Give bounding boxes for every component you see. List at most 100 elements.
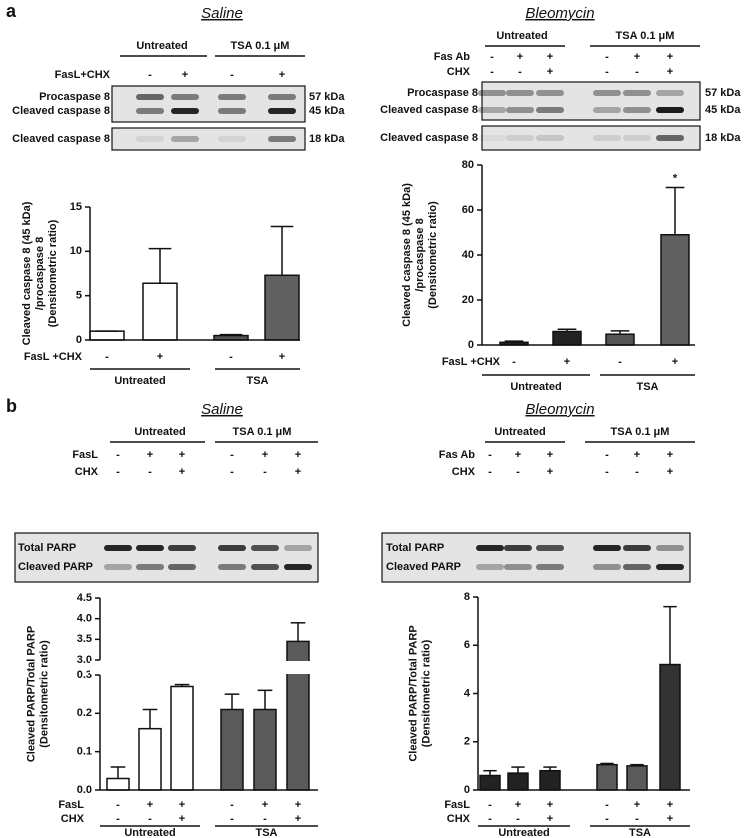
blot-band xyxy=(623,135,651,141)
treatment-sign: + xyxy=(179,449,185,461)
treatment-sign: + xyxy=(295,466,301,478)
blot-band xyxy=(656,564,684,570)
blot-band xyxy=(218,136,246,142)
group-label: TSA xyxy=(629,827,651,838)
group-header: TSA 0.1 μM xyxy=(611,426,670,438)
blot-label: Total PARP xyxy=(18,542,76,554)
treatment-sign: - xyxy=(490,66,494,78)
treatment-sign: - xyxy=(148,813,152,825)
blot-band xyxy=(284,545,312,551)
bar xyxy=(660,234,690,346)
blot xyxy=(111,127,306,151)
treatment-sign: - xyxy=(516,466,520,478)
blot-band xyxy=(536,107,564,113)
treatment-sign: + xyxy=(515,449,521,461)
treatment-sign: + xyxy=(182,69,188,81)
treatment-sign: - xyxy=(105,351,109,363)
treatment-sign: + xyxy=(667,449,673,461)
treatment-sign: - xyxy=(605,813,609,825)
treatment-sign: - xyxy=(605,799,609,811)
treatment-sign: + xyxy=(147,449,153,461)
treatment-sign: + xyxy=(547,51,553,63)
y-axis-label-line: Cleaved PARP/Total PARP xyxy=(407,625,419,761)
treatment-sign: + xyxy=(295,449,301,461)
blot xyxy=(14,532,319,583)
y-axis-label-line: /procaspase 8 xyxy=(34,237,46,310)
blot-band xyxy=(478,135,506,141)
y-tick-label: 0 xyxy=(76,334,82,346)
panel-label: a xyxy=(6,1,17,21)
y-tick-label: 20 xyxy=(462,294,474,306)
blot-band xyxy=(251,545,279,551)
y-tick-label: 3.0 xyxy=(77,654,92,666)
bar xyxy=(596,763,618,791)
treatment-sign: - xyxy=(116,449,120,461)
blot-label: Cleaved caspase 8 xyxy=(12,133,110,145)
y-axis-label: Cleaved caspase 8 (45 kDa)/procaspase 8(… xyxy=(401,183,439,327)
treatment-label: CHX xyxy=(61,813,85,825)
treatment-sign: + xyxy=(179,466,185,478)
blot-band xyxy=(218,545,246,551)
kda-label: 45 kDa xyxy=(705,104,741,116)
blot-label: Procaspase 8 xyxy=(39,91,110,103)
blot-band xyxy=(536,135,564,141)
blot-band xyxy=(656,90,684,96)
y-axis-label-line: Cleaved caspase 8 (45 kDa) xyxy=(401,183,413,327)
bar xyxy=(89,330,125,341)
treatment-sign: + xyxy=(157,351,163,363)
blot-band xyxy=(218,94,246,100)
treatment-label: FasL xyxy=(444,799,470,811)
blot-band xyxy=(593,135,621,141)
treatment-sign: - xyxy=(230,69,234,81)
treatment-sign: + xyxy=(547,813,553,825)
group-header: TSA 0.1 μM xyxy=(233,426,292,438)
y-tick-label: 80 xyxy=(462,159,474,171)
blot-band xyxy=(268,94,296,100)
blot-band xyxy=(506,107,534,113)
treatment-sign: - xyxy=(605,466,609,478)
y-tick-label: 0.3 xyxy=(77,669,92,681)
panel-label: b xyxy=(6,396,17,416)
treatment-sign: + xyxy=(547,799,553,811)
treatment-sign: - xyxy=(116,813,120,825)
y-tick-label: 60 xyxy=(462,204,474,216)
blot-band xyxy=(104,545,132,551)
treatment-sign: + xyxy=(179,799,185,811)
treatment-sign: - xyxy=(263,466,267,478)
treatment-sign: + xyxy=(667,813,673,825)
blot-band xyxy=(536,90,564,96)
blot-band xyxy=(171,94,199,100)
significance: * xyxy=(673,172,678,184)
blot-band xyxy=(623,107,651,113)
blot-band xyxy=(476,564,504,570)
treatment-label: CHX xyxy=(447,813,471,825)
y-axis-label-line: Cleaved caspase 8 (45 kDa) xyxy=(21,201,33,345)
blot-band xyxy=(506,135,534,141)
treatment-label: Fas Ab xyxy=(434,51,471,63)
blot-band xyxy=(136,94,164,100)
panel-title: Saline xyxy=(201,5,243,22)
y-axis-label: Cleaved caspase 8 (45 kDa)/procaspase 8(… xyxy=(21,201,59,345)
group-label: TSA xyxy=(256,827,278,838)
bar xyxy=(106,777,130,791)
blot-band xyxy=(536,545,564,551)
kda-label: 45 kDa xyxy=(309,105,345,117)
treatment-sign: + xyxy=(279,69,285,81)
y-tick-label: 0 xyxy=(464,784,470,796)
treatment-sign: - xyxy=(230,813,234,825)
treatment-sign: - xyxy=(116,466,120,478)
group-label: Untreated xyxy=(498,827,549,838)
group-label: TSA xyxy=(247,375,269,387)
blot-band xyxy=(623,545,651,551)
blot-band xyxy=(476,545,504,551)
y-axis-label-line: (Densitometric ratio) xyxy=(420,639,432,747)
bar xyxy=(626,765,648,791)
kda-label: 57 kDa xyxy=(309,91,345,103)
treatment-sign: - xyxy=(488,466,492,478)
treatment-sign: + xyxy=(667,466,673,478)
blot-band xyxy=(593,564,621,570)
y-tick-label: 40 xyxy=(462,249,474,261)
bar xyxy=(264,274,300,341)
treatment-sign: + xyxy=(564,356,570,368)
blot-band xyxy=(136,108,164,114)
